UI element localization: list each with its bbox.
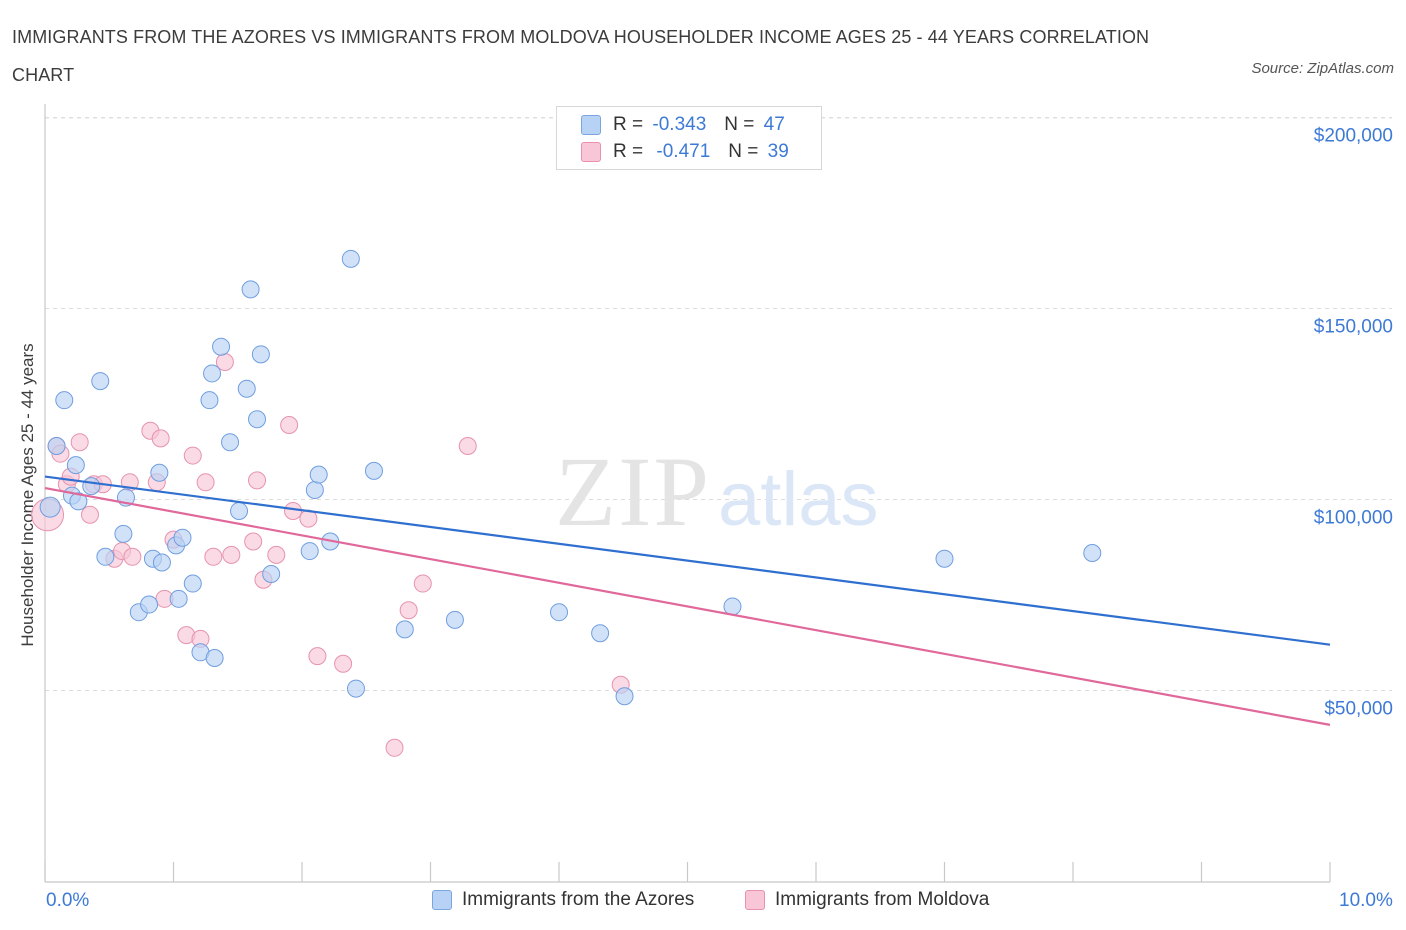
- y-tick-label: $200,000: [1314, 126, 1393, 147]
- azores-point: [364, 461, 383, 480]
- azores-point: [300, 542, 319, 561]
- azores-point: [82, 477, 101, 496]
- azores-point: [221, 433, 240, 452]
- azores-point: [91, 372, 110, 391]
- azores-r-value: -0.343: [652, 114, 707, 135]
- legend-row-moldova: R = -0.471 N = 39: [581, 139, 789, 165]
- moldova-point: [70, 433, 89, 452]
- azores-point: [230, 501, 249, 520]
- moldova-point: [123, 547, 142, 566]
- azores-point: [69, 492, 88, 511]
- azores-point: [346, 679, 365, 698]
- correlation-legend: R = -0.343 N = 47 R = -0.471 N = 39: [556, 106, 822, 170]
- moldova-point: [196, 473, 215, 492]
- moldova-point: [399, 601, 418, 620]
- moldova-point: [413, 574, 432, 593]
- azores-point: [615, 687, 634, 706]
- azores-point: [1083, 543, 1102, 562]
- azores-point: [205, 649, 224, 668]
- azores-point: [251, 345, 270, 364]
- moldova-point: [458, 437, 477, 456]
- azores-point: [66, 456, 85, 475]
- azores-point: [152, 553, 171, 572]
- moldova-n-label: N =: [728, 141, 759, 162]
- bottom-legend-azores: Immigrants from the Azores: [432, 889, 694, 911]
- azores-point: [241, 280, 260, 299]
- moldova-points: [31, 352, 630, 757]
- moldova-point: [308, 647, 327, 666]
- azores-point: [309, 465, 328, 484]
- azores-point: [248, 410, 267, 429]
- azores-legend-label: Immigrants from the Azores: [462, 889, 695, 910]
- moldova-r-label: R =: [613, 141, 644, 162]
- azores-n-label: N =: [724, 114, 755, 135]
- y-tick-labels: $50,000 $100,000 $150,000 $200,000: [1314, 126, 1393, 720]
- moldova-point: [244, 532, 263, 551]
- azores-trendline: [44, 475, 1331, 646]
- moldova-legend-swatch: [745, 890, 765, 910]
- moldova-point: [284, 501, 303, 520]
- azores-point: [39, 496, 61, 518]
- watermark-atlas: atlas: [718, 457, 879, 542]
- azores-point: [183, 574, 202, 593]
- azores-n-value: 47: [763, 114, 785, 135]
- azores-point: [173, 528, 192, 547]
- azores-point: [591, 624, 610, 643]
- moldova-trendline: [44, 486, 1331, 726]
- axes: [44, 104, 1331, 883]
- trend-lines: [44, 475, 1331, 726]
- y-tick-label: $150,000: [1314, 317, 1393, 338]
- azores-legend-swatch: [432, 890, 452, 910]
- azores-point: [445, 610, 464, 629]
- moldova-point: [248, 471, 267, 490]
- legend-row-azores: R = -0.343 N = 47: [581, 112, 785, 138]
- moldova-swatch: [581, 142, 601, 162]
- azores-point: [550, 603, 568, 622]
- azores-point: [55, 391, 74, 410]
- moldova-r-value: -0.471: [656, 141, 711, 162]
- azores-point: [140, 595, 159, 614]
- azores-swatch: [581, 115, 601, 135]
- azores-point: [395, 620, 414, 639]
- azores-point: [150, 463, 169, 482]
- azores-point: [237, 379, 256, 398]
- moldova-point: [80, 505, 99, 524]
- moldova-point: [204, 547, 223, 566]
- y-tick-label: $50,000: [1324, 699, 1393, 720]
- azores-point: [212, 337, 231, 356]
- azores-point: [203, 364, 222, 383]
- bottom-legend-moldova: Immigrants from Moldova: [745, 889, 989, 911]
- source-label: Source: ZipAtlas.com: [1251, 60, 1394, 77]
- azores-point: [935, 549, 954, 568]
- azores-r-label: R =: [613, 114, 644, 135]
- moldova-point: [280, 416, 299, 435]
- x-tick-label-min: 0.0%: [46, 890, 90, 911]
- azores-point: [341, 249, 360, 268]
- azores-point: [169, 589, 188, 608]
- grid-lines: [45, 117, 1392, 691]
- watermark: ZIP atlas: [555, 436, 879, 547]
- azores-point: [200, 391, 219, 410]
- azores-points: [39, 249, 1102, 706]
- moldova-point: [222, 545, 241, 564]
- azores-point: [96, 547, 115, 566]
- watermark-zip: ZIP: [555, 436, 711, 547]
- azores-point: [262, 564, 281, 583]
- moldova-point: [183, 446, 202, 465]
- moldova-n-value: 39: [767, 141, 789, 162]
- azores-point: [47, 437, 66, 456]
- moldova-point: [385, 738, 404, 757]
- azores-point: [723, 597, 742, 616]
- moldova-point: [151, 429, 170, 448]
- moldova-point: [267, 545, 286, 564]
- moldova-point: [334, 654, 353, 673]
- azores-point: [114, 524, 133, 543]
- azores-point: [305, 480, 324, 499]
- moldova-legend-label: Immigrants from Moldova: [775, 889, 990, 910]
- chart-title: IMMIGRANTS FROM THE AZORES VS IMMIGRANTS…: [12, 27, 1150, 85]
- x-tick-label-max: 10.0%: [1339, 890, 1393, 911]
- y-tick-label: $100,000: [1314, 508, 1393, 529]
